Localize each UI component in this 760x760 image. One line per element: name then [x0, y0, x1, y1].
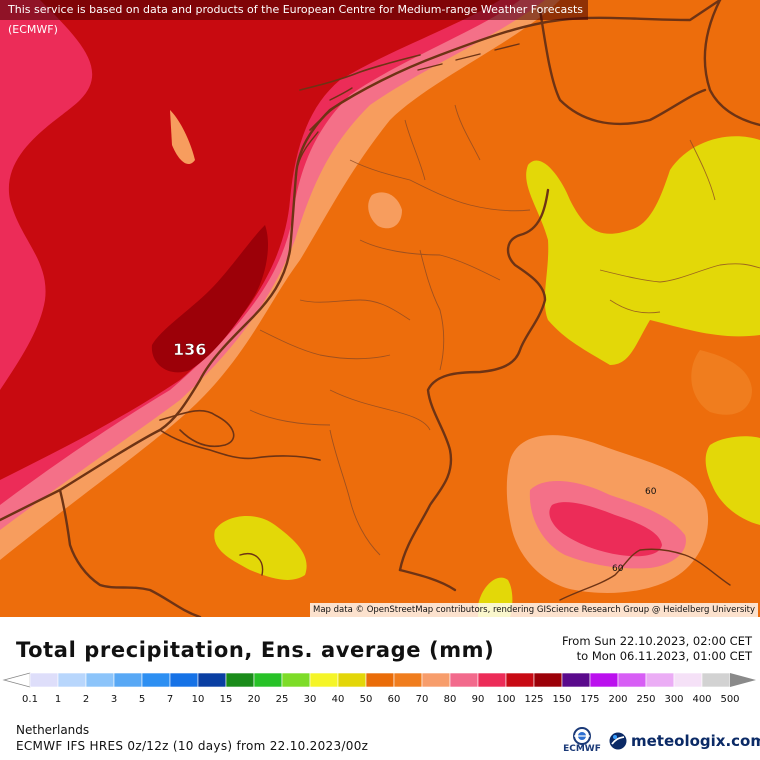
legend-swatch [617, 672, 647, 688]
legend-tick-label: 80 [444, 694, 457, 705]
band-40-southwest [214, 515, 307, 580]
legend-tick-label: 3 [111, 694, 117, 705]
legend-tick-label: 25 [276, 694, 289, 705]
model-run-label: ECMWF IFS HRES 0z/12z (10 days) from 22.… [16, 739, 369, 753]
band-90-southeast [549, 502, 662, 557]
legend-tick-label: 70 [416, 694, 429, 705]
legend-swatch [673, 672, 703, 688]
map-attribution[interactable]: Map data © OpenStreetMap contributors, r… [310, 603, 758, 617]
legend-swatch [169, 672, 199, 688]
legend-tick-label: 400 [692, 694, 711, 705]
period-from: From Sun 22.10.2023, 02:00 CET [562, 634, 752, 648]
region-borders [249, 104, 760, 556]
legend-swatch [141, 672, 171, 688]
ecmwf-attribution: This service is based on data and produc… [0, 0, 588, 36]
legend-swatch [701, 672, 731, 688]
legend-tick-label: 7 [167, 694, 173, 705]
legend-swatch [365, 672, 395, 688]
band-125 [151, 225, 269, 373]
ecmwf-emblem-icon [573, 727, 591, 745]
legend-tick-label: 250 [636, 694, 655, 705]
meteologix-globe-icon [609, 732, 627, 750]
legend-tick-label: 20 [248, 694, 261, 705]
legend-tick-label: 150 [552, 694, 571, 705]
legend-tick-label: 10 [192, 694, 205, 705]
meteologix-logo[interactable]: meteologix.com [608, 730, 760, 752]
region-label: Netherlands [16, 723, 90, 737]
legend-tick-label: 2 [83, 694, 89, 705]
legend-tick-label: 60 [388, 694, 401, 705]
legend-tick-label: 50 [360, 694, 373, 705]
legend-tick-label: 300 [664, 694, 683, 705]
band-40-southeast [705, 436, 760, 525]
legend-tick-label: 125 [524, 694, 543, 705]
legend-swatch [29, 672, 59, 688]
contour-label-60-b: 60 [612, 564, 624, 574]
meteologix-logo-text: meteologix.com [631, 732, 760, 750]
legend-tick-label: 500 [720, 694, 739, 705]
legend-tick-label: 0.1 [22, 694, 38, 705]
legend-swatch [337, 672, 367, 688]
legend-tick-label: 100 [496, 694, 515, 705]
precipitation-map[interactable]: 136 60 60 [0, 0, 760, 617]
legend-swatch [421, 672, 451, 688]
contour-label-60-a: 60 [645, 487, 657, 497]
legend-swatch [393, 672, 423, 688]
legend-arrow-right [730, 673, 756, 687]
legend-swatch [57, 672, 87, 688]
legend-swatch [477, 672, 507, 688]
legend-swatch [281, 672, 311, 688]
legend-arrow-left [2, 672, 31, 688]
color-legend: 0.1 1 2 3 5 7 10 15 20 25 30 40 50 60 70 80 90 100 125 150 1… [2, 672, 756, 705]
max-value-label: 136 [173, 340, 206, 359]
chart-title: Total precipitation, Ens. average (mm) [16, 638, 495, 662]
legend-tick-label: 15 [220, 694, 233, 705]
legend-swatch [85, 672, 115, 688]
legend-tick-label: 1 [55, 694, 61, 705]
legend-swatch [197, 672, 227, 688]
legend-swatch [225, 672, 255, 688]
legend-swatch [533, 672, 563, 688]
legend-swatch [645, 672, 675, 688]
period-to: to Mon 06.11.2023, 01:00 CET [576, 649, 752, 663]
ecmwf-logo[interactable]: ECMWF [560, 726, 604, 756]
band-40-east [526, 136, 760, 365]
legend-swatch [505, 672, 535, 688]
legend-swatch [561, 672, 591, 688]
map-notch [170, 110, 195, 165]
legend-swatch [449, 672, 479, 688]
ecmwf-logo-text: ECMWF [563, 744, 601, 754]
legend-tick-label: 40 [332, 694, 345, 705]
band-100 [0, 0, 500, 480]
legend-tick-label: 200 [608, 694, 627, 705]
legend-swatch [309, 672, 339, 688]
legend-swatch [113, 672, 143, 688]
legend-tick-label: 175 [580, 694, 599, 705]
legend-swatch [253, 672, 283, 688]
band-60-east-light [691, 350, 752, 415]
legend-swatch [589, 672, 619, 688]
band-70-bay [368, 192, 402, 229]
legend-tick-label: 5 [139, 694, 145, 705]
forecast-period: From Sun 22.10.2023, 02:00 CET to Mon 06… [562, 634, 752, 664]
country-borders [0, 0, 760, 617]
legend-tick-label: 90 [472, 694, 485, 705]
legend-tick-label: 30 [304, 694, 317, 705]
